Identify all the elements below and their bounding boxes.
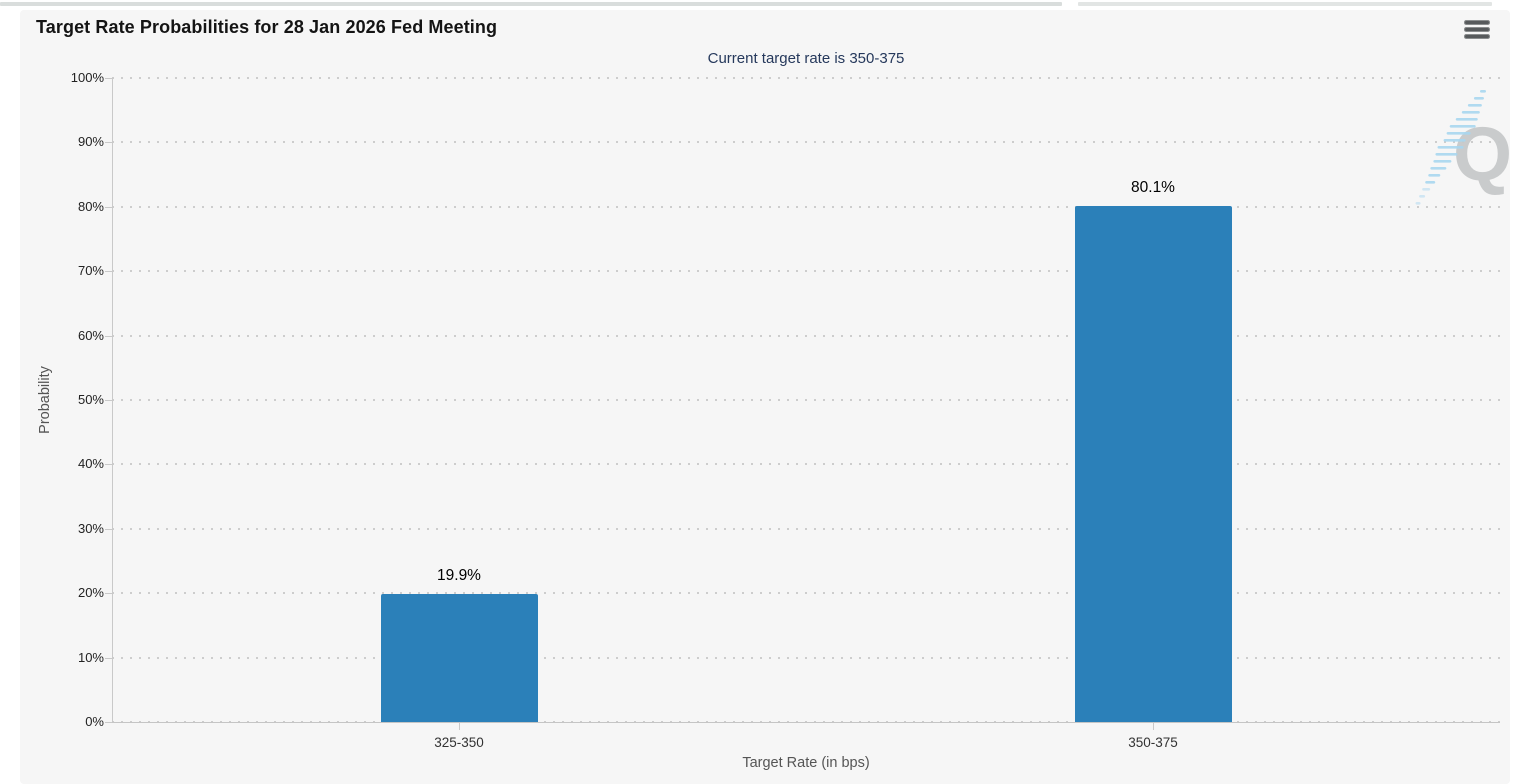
menu-bar bbox=[1464, 20, 1490, 25]
hamburger-menu-icon[interactable] bbox=[1464, 20, 1490, 42]
chart-title: Target Rate Probabilities for 28 Jan 202… bbox=[36, 17, 498, 37]
bar-325-350[interactable] bbox=[380, 593, 538, 722]
x-tick bbox=[1153, 723, 1154, 730]
y-tick bbox=[105, 464, 112, 466]
gridline-90 bbox=[112, 141, 1500, 144]
chrome-edge-segment bbox=[0, 2, 1062, 6]
gridline-60 bbox=[112, 334, 1500, 337]
chrome-edge-strip bbox=[0, 0, 1536, 10]
menu-bar bbox=[1464, 27, 1490, 32]
gridline-20 bbox=[112, 592, 1500, 595]
y-tick bbox=[105, 657, 112, 659]
y-axis-title: Probability bbox=[37, 366, 53, 434]
x-axis-title: Target Rate (in bps) bbox=[742, 755, 870, 771]
bar-value-label: 19.9% bbox=[437, 566, 481, 584]
y-tick bbox=[105, 722, 112, 723]
chart-subtitle: Current target rate is 350-375 bbox=[707, 50, 905, 67]
menu-bar bbox=[1464, 34, 1490, 39]
y-tick-label: 10% bbox=[77, 649, 104, 665]
gridline-10 bbox=[112, 656, 1500, 659]
y-tick bbox=[105, 206, 112, 208]
gridline-80 bbox=[112, 205, 1500, 208]
y-tick bbox=[105, 335, 112, 337]
y-tick-label: 80% bbox=[77, 198, 104, 214]
y-tick bbox=[105, 593, 112, 595]
y-tick-label: 40% bbox=[77, 456, 104, 472]
bar-350-375[interactable] bbox=[1074, 206, 1232, 722]
gridline-30 bbox=[112, 527, 1500, 530]
y-tick-label: 100% bbox=[70, 70, 104, 85]
x-category-label: 325-350 bbox=[434, 735, 484, 750]
y-tick-label: 70% bbox=[77, 263, 104, 279]
y-tick bbox=[105, 142, 112, 144]
y-tick-label: 60% bbox=[77, 327, 104, 343]
x-axis-line bbox=[112, 722, 1500, 723]
y-tick bbox=[105, 271, 112, 273]
chrome-edge-segment bbox=[1078, 2, 1492, 6]
gridline-100 bbox=[112, 77, 1500, 79]
gridline-40 bbox=[112, 463, 1500, 466]
gridline-70 bbox=[112, 270, 1500, 273]
gridline-50 bbox=[112, 399, 1500, 401]
y-tick-label: 0% bbox=[85, 714, 104, 729]
x-category-label: 350-375 bbox=[1128, 735, 1178, 750]
watermark-q-logo: Q bbox=[1395, 78, 1520, 263]
x-tick bbox=[459, 723, 460, 730]
y-tick-label: 20% bbox=[77, 585, 104, 601]
y-axis-line bbox=[112, 78, 113, 723]
watermark-q-letter: Q bbox=[1453, 112, 1512, 197]
y-tick bbox=[105, 528, 112, 530]
bar-value-label: 80.1% bbox=[1131, 179, 1175, 197]
y-tick bbox=[105, 400, 112, 401]
y-tick-label: 50% bbox=[77, 392, 104, 407]
chart-panel: Target Rate Probabilities for 28 Jan 202… bbox=[20, 10, 1512, 784]
y-tick bbox=[105, 78, 112, 79]
y-tick-label: 30% bbox=[77, 520, 104, 536]
y-tick-label: 90% bbox=[77, 134, 104, 150]
watermark-swoosh bbox=[1415, 90, 1486, 205]
